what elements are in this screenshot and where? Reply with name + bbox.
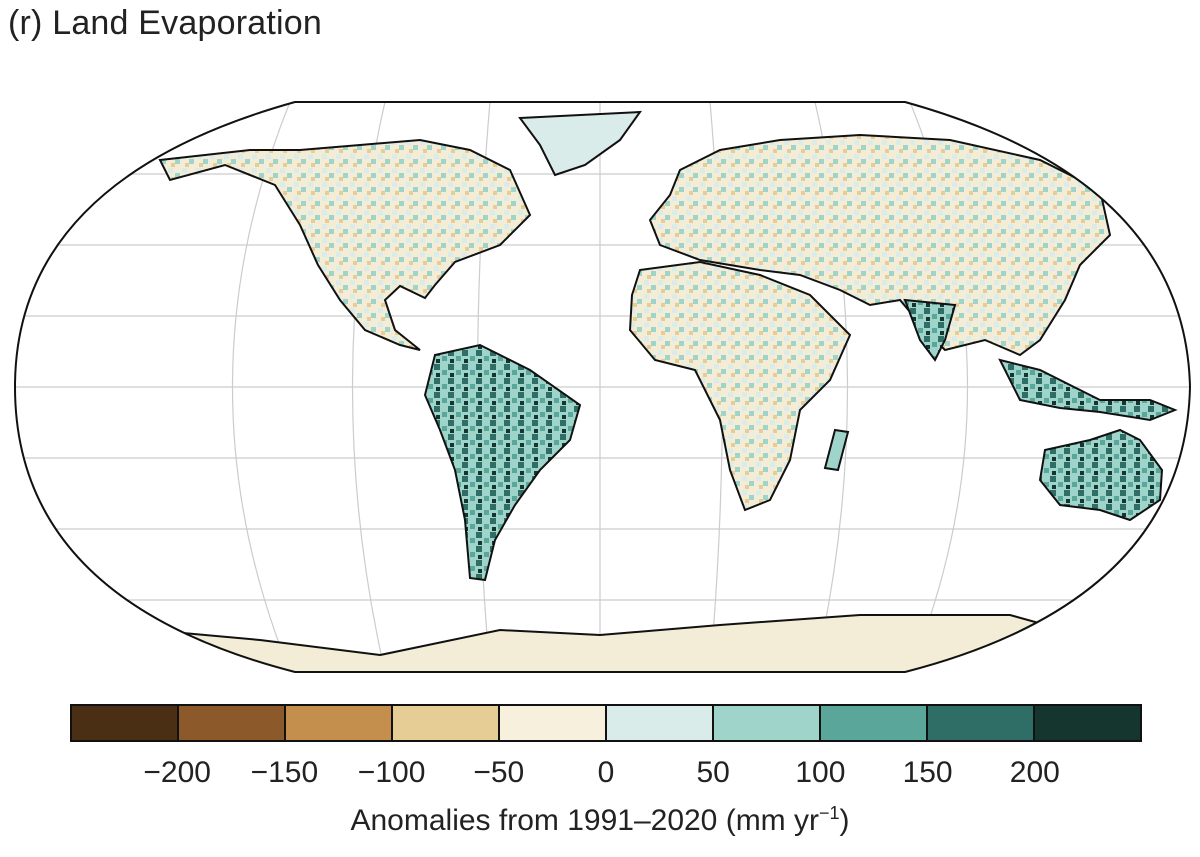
colorbar-tick-label: −200: [143, 756, 211, 789]
colorbar-cell: [1035, 706, 1140, 740]
colorbar: [70, 704, 1142, 742]
world-map: [13, 101, 1192, 673]
colorbar-cell: [72, 706, 179, 740]
colorbar-cell: [714, 706, 821, 740]
india: [903, 298, 957, 362]
madagascar: [823, 428, 850, 472]
figure-title: (r) Land Evaporation: [8, 4, 322, 42]
europe-asia: [648, 133, 1112, 357]
colorbar-tick-label: 100: [795, 756, 846, 789]
colorbar-cell: [286, 706, 393, 740]
southeast-asia: [998, 358, 1178, 422]
colorbar-cell: [179, 706, 286, 740]
africa: [628, 260, 852, 512]
australia: [1038, 428, 1164, 522]
colorbar-tick-label: −100: [357, 756, 426, 789]
colorbar-tick-label: 200: [1009, 756, 1060, 789]
colorbar-tick-label: 0: [597, 756, 615, 789]
colorbar-tick-label: −150: [250, 756, 319, 789]
colorbar-cell: [607, 706, 714, 740]
colorbar-tick-label: 50: [696, 756, 730, 789]
north-america: [158, 138, 532, 351]
map-frame: [13, 101, 1192, 673]
colorbar-cell: [500, 706, 607, 740]
colorbar-tick-label: −50: [473, 756, 525, 789]
colorbar-cell: [821, 706, 928, 740]
colorbar-cell: [928, 706, 1035, 740]
colorbar-tick-label: 150: [902, 756, 953, 789]
south-america: [423, 343, 582, 582]
greenland: [518, 110, 643, 177]
colorbar-label: Anomalies from 1991–2020 (mm yr−1): [350, 803, 850, 837]
colorbar-cell: [393, 706, 500, 740]
